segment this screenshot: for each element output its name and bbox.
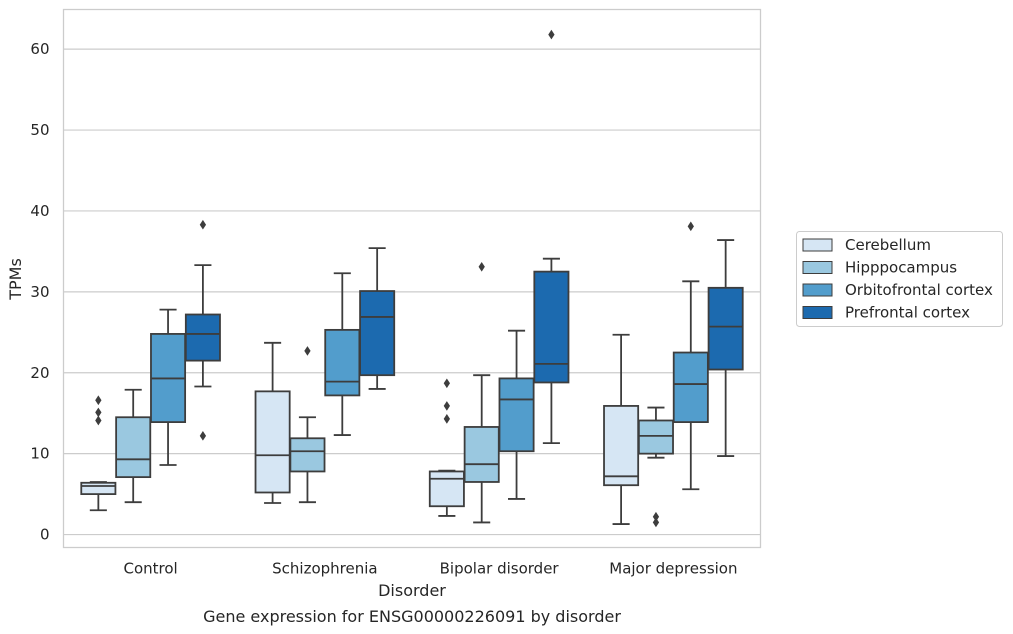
- box-group: [463, 261, 500, 524]
- box: [533, 270, 570, 384]
- box: [637, 419, 674, 455]
- x-tick-label: Major depression: [609, 560, 737, 578]
- x-tick-label: Bipolar disorder: [440, 560, 560, 578]
- legend-swatch: [802, 306, 833, 319]
- outlier-point: [478, 261, 485, 272]
- outlier-point: [304, 346, 311, 356]
- box-group: [428, 378, 465, 517]
- y-tick-label: 60: [30, 40, 49, 58]
- box: [184, 313, 221, 362]
- legend-swatch: [802, 283, 833, 297]
- box-group: [672, 221, 709, 491]
- outlier-point: [95, 407, 102, 418]
- legend-frame: [796, 231, 1003, 327]
- box-group: [603, 333, 640, 525]
- box-group: [150, 308, 187, 466]
- legend-label: Prefrontal cortex: [845, 304, 970, 322]
- outlier-point: [652, 517, 660, 528]
- y-tick-label: 0: [40, 526, 50, 544]
- box: [324, 328, 361, 397]
- boxes: [80, 29, 744, 528]
- legend: Cerebellum Hipppocampus Orbitofrontal cort…: [796, 231, 1003, 327]
- box-group: [289, 346, 326, 504]
- box: [359, 290, 396, 377]
- box: [463, 426, 500, 483]
- plot-frame: [62, 8, 762, 549]
- outlier-point: [652, 511, 660, 522]
- box: [80, 481, 117, 496]
- box: [254, 390, 291, 494]
- outlier-point: [443, 378, 450, 389]
- outlier-point: [548, 29, 555, 40]
- outlier-point: [95, 395, 102, 406]
- y-axis-label: TPMs: [6, 258, 25, 301]
- box: [289, 437, 326, 473]
- box-group: [184, 219, 221, 441]
- x-tick-label: Control: [124, 560, 178, 578]
- box: [498, 377, 535, 453]
- box-group: [80, 395, 117, 512]
- legend-label: Orbitofrontal cortex: [845, 281, 993, 299]
- outlier-point: [95, 415, 102, 426]
- y-tick-label: 50: [30, 121, 49, 139]
- box-group: [707, 239, 744, 457]
- x-axis-label: Disorder: [378, 581, 446, 600]
- legend-swatch: [802, 238, 833, 252]
- box-group: [359, 247, 396, 390]
- outlier-point: [199, 219, 207, 230]
- box-group: [498, 329, 535, 500]
- outlier-point: [687, 221, 694, 232]
- y-tick-label: 30: [30, 283, 49, 301]
- box: [115, 416, 152, 479]
- box: [428, 470, 465, 508]
- outlier-point: [199, 431, 207, 441]
- x-tick-label: Schizophrenia: [272, 560, 377, 578]
- legend-label: Cerebellum: [845, 236, 931, 254]
- box-group: [254, 341, 291, 504]
- y-tick-labels: 0 10 20 30 40 50 60: [30, 40, 49, 543]
- box: [603, 405, 640, 487]
- chart-caption: Gene expression for ENSG00000226091 by d…: [203, 607, 621, 626]
- box-group: [533, 29, 570, 445]
- legend-label: Hipppocampus: [845, 259, 957, 277]
- legend-swatch: [802, 261, 833, 274]
- outlier-point: [443, 401, 450, 411]
- box: [707, 286, 744, 371]
- box-group: [324, 272, 361, 436]
- y-tick-label: 40: [30, 202, 49, 220]
- x-tick-labels: Control Schizophrenia Bipolar disorder Majo…: [124, 560, 738, 578]
- box: [672, 351, 709, 424]
- box-group: [115, 388, 152, 504]
- box-group: [637, 406, 674, 528]
- y-tick-label: 20: [30, 364, 49, 382]
- y-tick-label: 10: [30, 445, 49, 463]
- outlier-point: [443, 414, 450, 424]
